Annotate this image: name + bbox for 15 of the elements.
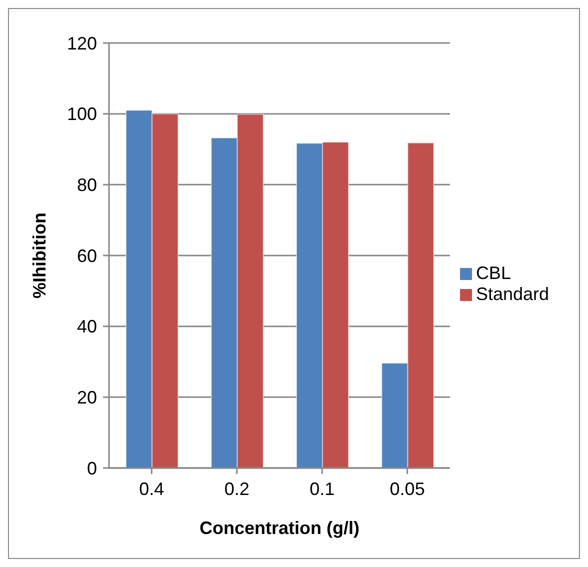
x-tick-label: 0.2 (224, 478, 250, 499)
y-tick-label: 100 (66, 104, 97, 124)
legend-label: CBL (476, 262, 511, 282)
y-tick-label: 60 (76, 246, 97, 266)
y-tick-label: 0 (86, 458, 97, 478)
y-tick-label: 120 (66, 33, 97, 54)
y-tick-label: 80 (76, 175, 97, 196)
legend-label: Standard (476, 284, 549, 304)
y-tick-label: 40 (76, 316, 97, 337)
y-tick-label: 20 (76, 388, 97, 408)
x-tick-label: 0.05 (390, 478, 425, 499)
x-tick-label: 0.4 (139, 478, 164, 499)
y-axis-title: %Ihibition (29, 212, 50, 298)
x-axis-title: Concentration (g/l) (199, 518, 360, 538)
x-tick-label: 0.1 (310, 478, 335, 499)
